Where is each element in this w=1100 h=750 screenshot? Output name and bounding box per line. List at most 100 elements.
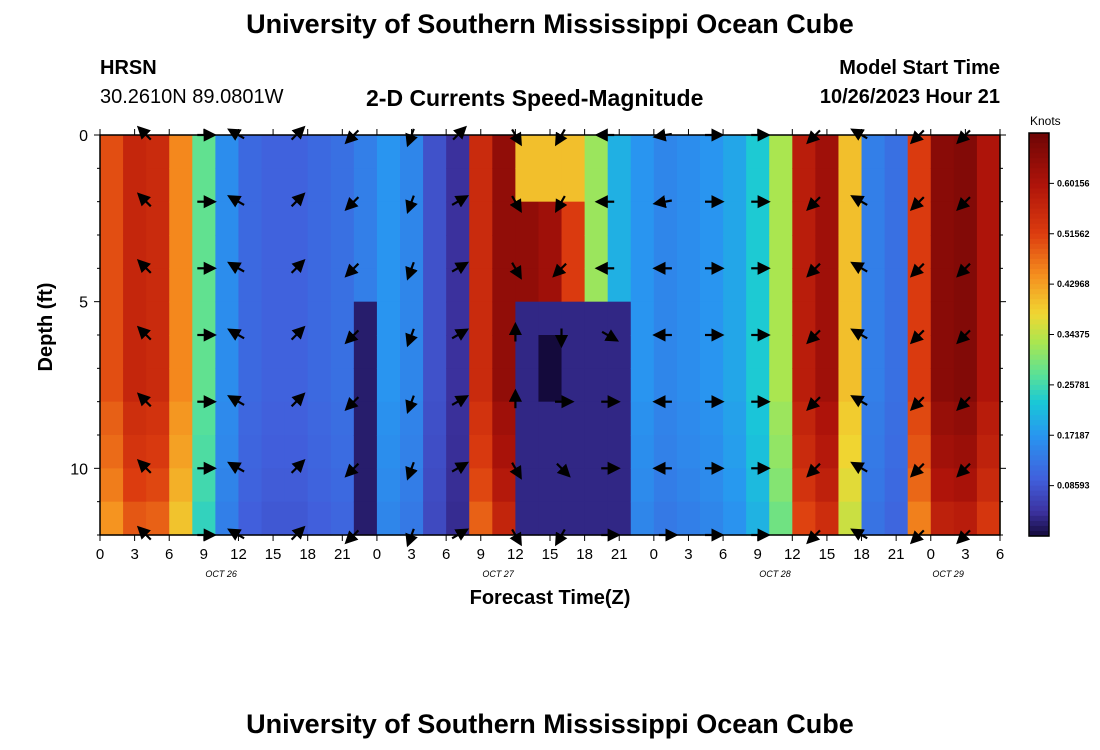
heat-cell [884,268,909,303]
colorbar-step [1029,188,1049,195]
heat-cell [792,135,816,169]
heat-cell [630,335,655,369]
colorbar-tick-label: 0.34375 [1057,330,1090,340]
heat-cell [792,501,816,536]
heat-cell [515,435,540,469]
heat-cell [169,301,193,336]
heat-cell [330,235,355,269]
heat-cell [192,135,216,169]
heat-cell [838,135,863,169]
colorbar-step [1029,530,1049,537]
heat-cell [123,201,147,236]
heat-cell [584,135,609,169]
heat-cell [953,435,978,469]
colorbar-step [1029,349,1049,356]
heat-cell [169,201,193,236]
heat-cell [515,368,540,403]
heat-cell [838,235,863,269]
heat-cell [284,201,309,236]
heat-cell [261,435,286,469]
heat-cell [330,435,355,469]
heat-cell [838,401,863,436]
heat-cell [192,368,216,403]
heat-cell [215,435,240,469]
heat-cell [607,501,632,536]
heat-cell [446,201,470,236]
colorbar-step [1029,389,1049,396]
x-tick-label: 6 [165,546,173,563]
heat-cell [215,168,240,203]
heat-cell [746,301,770,336]
heat-cell [469,268,493,303]
current-vector [509,195,522,214]
current-vector [956,262,971,278]
heat-cell [261,235,286,269]
heat-cell [838,501,863,536]
current-vector [290,259,306,274]
heat-cell [423,168,447,203]
model-start-label: Model Start Time [839,57,1000,79]
heat-cell [561,435,586,469]
heat-cell [538,335,563,369]
heat-cell [261,301,286,336]
heat-cell [492,468,516,503]
heat-cell [561,235,586,269]
heat-cell [861,268,886,303]
heat-cell [261,268,286,303]
current-vector [227,395,245,408]
heat-cell [238,301,263,336]
heat-cell [653,335,678,369]
colorbar-tick-label: 0.42968 [1057,279,1090,289]
heat-cell [723,335,747,369]
heat-cell [723,268,747,303]
heat-cell [700,468,724,503]
colorbar-step [1029,399,1049,406]
heat-cell [930,368,955,403]
heat-cell [469,301,493,336]
heat-cell [700,268,724,303]
current-vector [850,395,868,408]
heat-cell [284,135,309,169]
heat-cell [953,401,978,436]
heat-cell [446,335,470,369]
heat-cell [215,201,240,236]
heat-cell [607,468,632,503]
colorbar-step [1029,450,1049,456]
heat-cell [446,501,470,536]
heat-cell [423,135,447,169]
heat-cell [838,301,863,336]
current-vector [806,396,821,411]
heat-cell [653,401,678,436]
x-tick-label: 18 [576,546,593,563]
heat-cell [561,335,586,369]
heat-cell [469,468,493,503]
heat-cell [769,401,793,436]
heat-cell [376,168,401,203]
heat-cell [700,401,724,436]
model-start-time: 10/26/2023 Hour 21 [819,86,1000,108]
colorbar-step [1029,304,1049,310]
heat-cell [861,401,886,436]
date-label: OCT 28 [759,569,791,579]
heat-cell [492,368,516,403]
heat-cell [446,235,470,269]
heat-cell [538,168,563,203]
heat-cell [330,335,355,369]
heat-cell [930,335,955,369]
heat-cell [584,435,609,469]
heat-cell [769,135,793,169]
heat-cell [723,368,747,403]
heat-cell [861,135,886,169]
heat-cell [976,335,1001,369]
heat-cell [261,201,286,236]
heat-cell [930,168,955,203]
current-vector [344,329,360,345]
heat-cell [676,201,701,236]
x-tick-label: 9 [754,546,762,563]
colorbar-step [1029,143,1049,149]
heat-cell [400,268,424,303]
colorbar-step [1029,525,1049,532]
heat-cell [261,135,286,169]
heat-cell [930,401,955,436]
y-axis-title: Depth (ft) [35,283,57,372]
